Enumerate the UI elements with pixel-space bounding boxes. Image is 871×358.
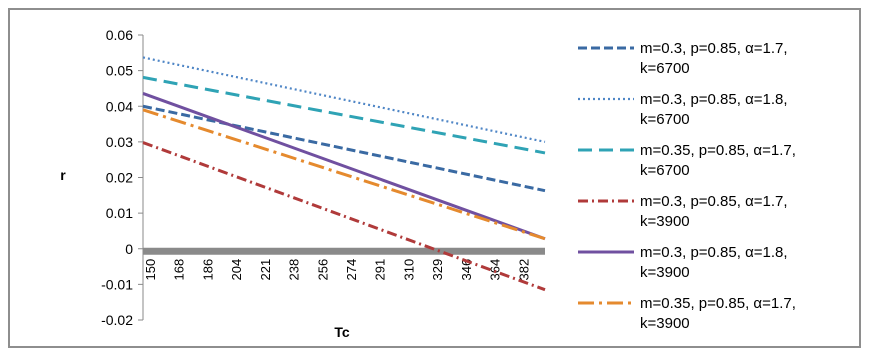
legend-label: m=0.35, p=0.85, α=1.7, [640, 295, 796, 312]
series-line [142, 104, 546, 193]
x-axis-title: Tc [334, 324, 350, 340]
legend: m=0.3, p=0.85, α=1.7, k=6700 m=0.3, p=0.85… [578, 40, 796, 332]
y-tick-label: 0.04 [106, 98, 133, 114]
x-tick-label: 364 [488, 259, 503, 281]
legend-label: m=0.3, p=0.85, α=1.8, [640, 244, 788, 261]
x-tick-label: 238 [287, 259, 302, 281]
y-tick-label: 0.01 [106, 205, 133, 221]
y-tick-label: -0.02 [101, 312, 133, 328]
series-line [142, 108, 546, 241]
x-tick-label: 274 [344, 259, 359, 281]
legend-label: m=0.3, p=0.85, α=1.7, [640, 193, 788, 210]
x-tick-label: 204 [229, 259, 244, 281]
legend-label: k=6700 [640, 60, 690, 77]
y-axis: -0.02 -0.01 0 0.01 0.02 0.03 0.04 0.05 0.06 [101, 27, 144, 328]
legend-label: k=6700 [640, 162, 690, 179]
series-line [142, 141, 546, 292]
x-tick-label: 310 [401, 259, 416, 281]
legend-label: k=6700 [640, 111, 690, 128]
y-axis-title: r [60, 167, 66, 183]
x-tick-label: 382 [516, 259, 531, 281]
x-tick-label: 346 [459, 259, 474, 281]
x-tick-label: 329 [430, 259, 445, 281]
legend-label: k=3900 [640, 315, 690, 332]
series-line [142, 92, 546, 241]
legend-label: m=0.35, p=0.85, α=1.7, [640, 142, 796, 159]
chart-frame [8, 8, 861, 348]
x-tick-label: 221 [258, 259, 273, 281]
legend-label: m=0.3, p=0.85, α=1.8, [640, 91, 788, 108]
y-tick-label: -0.01 [101, 276, 133, 292]
y-tick-label: 0.05 [106, 63, 133, 79]
legend-label: k=3900 [640, 213, 690, 230]
y-tick-label: 0.03 [106, 134, 133, 150]
y-tick-label: 0.06 [106, 27, 133, 43]
legend-label: k=3900 [640, 264, 690, 281]
x-tick-label: 150 [143, 259, 158, 281]
series-line [142, 56, 546, 143]
x-tick-label: 291 [373, 259, 388, 281]
x-tick-label: 256 [315, 259, 330, 281]
y-tick-label: 0.02 [106, 170, 133, 186]
legend-label: m=0.3, p=0.85, α=1.7, [640, 40, 788, 57]
x-axis: 150 168 186 204 221 238 256 274 291 310 329 346 364 3… [143, 247, 545, 281]
series-line [142, 75, 546, 155]
x-tick-label: 168 [172, 259, 187, 281]
y-tick-label: 0 [125, 241, 133, 257]
x-axis-line [143, 247, 545, 255]
x-tick-label: 186 [200, 259, 215, 281]
plot-area [142, 56, 546, 292]
